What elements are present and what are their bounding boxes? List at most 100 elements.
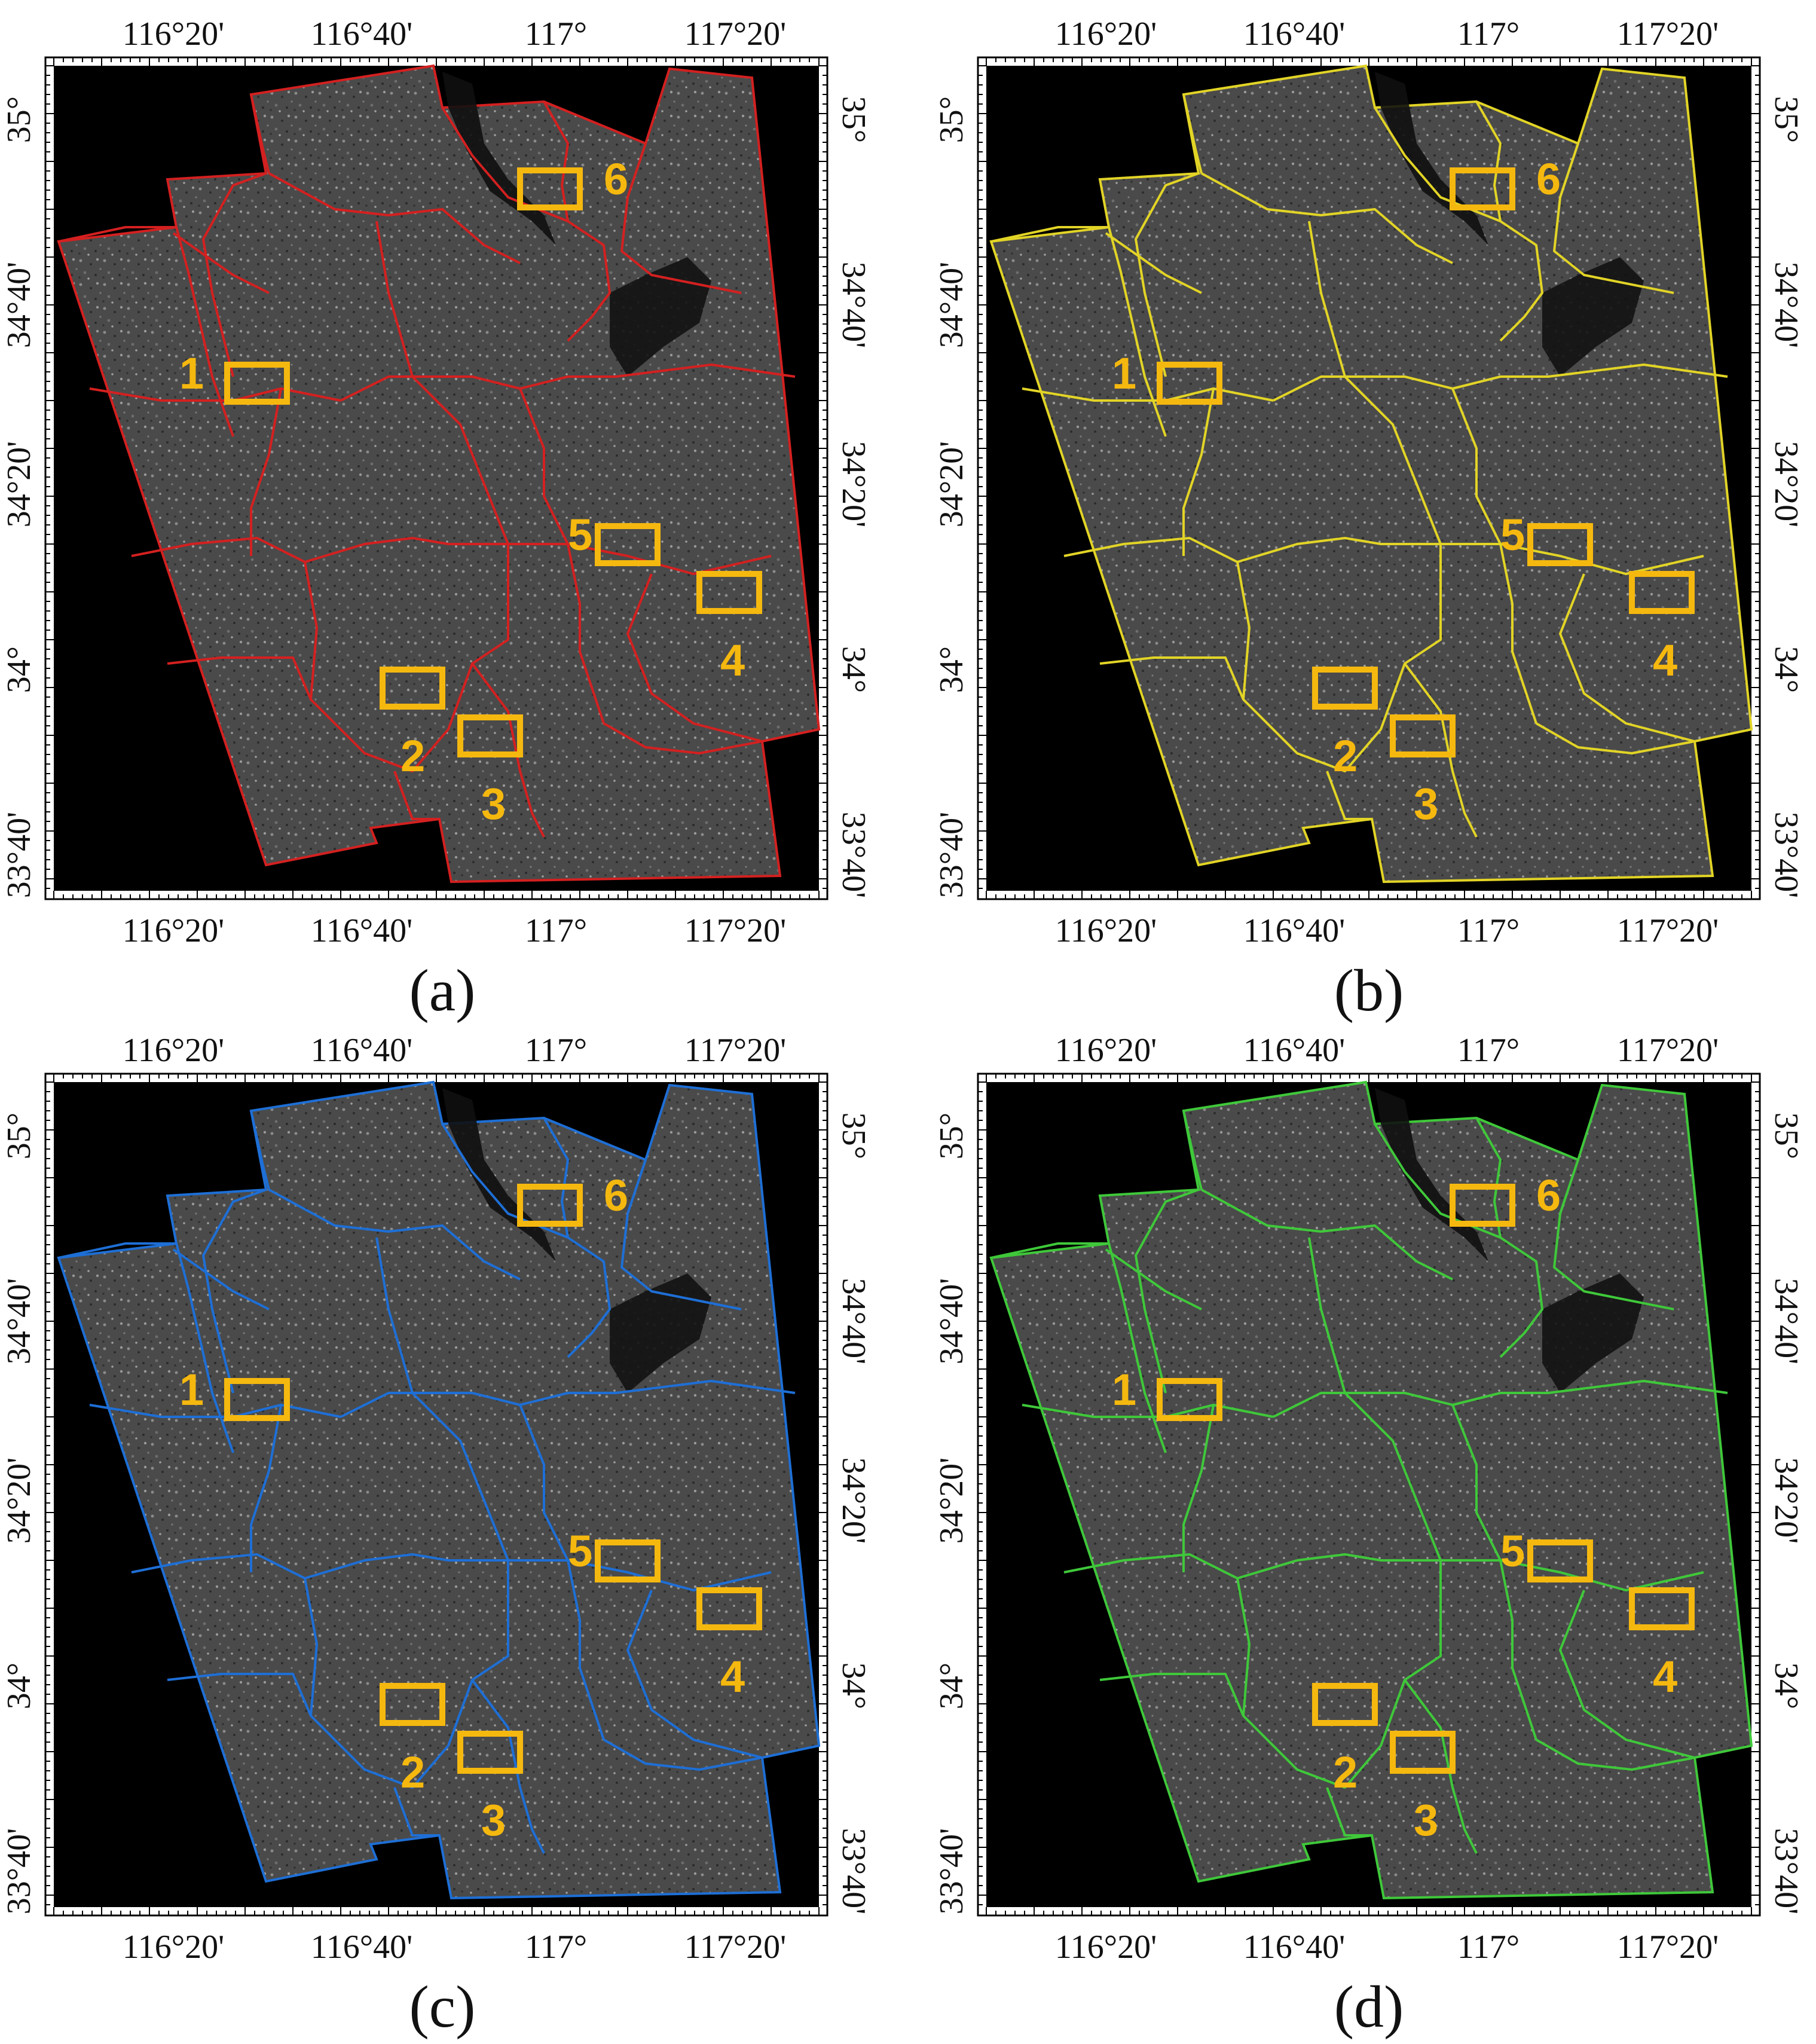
region-label-3: 3 [1414,779,1438,829]
region-box-2 [380,667,445,710]
panel-caption-b: (b) [1334,957,1404,1023]
segment-boundary [411,1392,509,1561]
segment-boundary [1236,1560,1442,1789]
longitude-label-top: 116°40' [1243,16,1345,53]
panel-caption-a: (a) [409,957,476,1023]
region-box-1 [1157,362,1222,405]
segment-boundary [131,537,305,563]
longitude-label-bottom: 116°40' [311,1929,412,1966]
segment-boundary [543,1117,569,1238]
longitude-label-top: 117° [1457,1032,1520,1069]
longitude-label-bottom: 116°20' [123,1929,224,1966]
segment-boundary [375,221,414,377]
latitude-label-left: 35° [1,1113,38,1159]
segment-boundary [175,1243,234,1453]
region-box-5 [1527,523,1593,566]
segment-boundary [567,543,605,724]
region-box-1 [224,1378,290,1421]
segment-boundary [519,388,569,545]
longitude-label-bottom: 117°20' [684,912,786,949]
segment-boundary [1236,544,1442,772]
segment-boundary [268,1188,521,1281]
segment-boundary [1441,1559,1704,1591]
panel-caption-d: (d) [1334,1973,1404,2040]
lake [610,257,711,377]
latitude-label-left: 34°40' [933,1278,970,1364]
latitude-label-right: 34°20' [835,441,872,527]
segment-boundary [411,375,509,545]
region-label-1: 1 [1112,349,1136,398]
longitude-label-bottom: 117°20' [684,1929,786,1966]
region-label-5: 5 [1500,1526,1525,1576]
segment-boundary [567,1560,605,1740]
segment-boundary [626,1590,763,1759]
longitude-label-top: 117°20' [684,16,786,53]
segment-boundary [1201,172,1453,264]
segment-boundary [1499,543,1537,724]
segment-boundary [1441,543,1704,575]
segment-boundary [620,143,742,294]
segment-boundary [990,1242,1109,1259]
longitude-label-top: 116°20' [1055,16,1157,53]
region-box-2 [1312,1683,1378,1726]
map-panel-a: 1 2 3 4 5 6 116°20' 116°20' 116°40' 116°40' 117° 11… [1,16,872,1023]
region-box-6 [517,1184,583,1227]
longitude-label-bottom: 116°40' [1243,1929,1345,1966]
longitude-label-top: 116°20' [123,1032,224,1069]
region-box-1 [224,362,290,405]
segment-boundary [304,1553,508,1579]
segment-boundary [1559,573,1695,743]
segment-boundary [1326,771,1372,820]
segment-boundary [1099,1673,1245,1716]
segment-boundary [1404,662,1478,838]
segment-boundary [1553,143,1674,294]
segment-boundary [1063,537,1238,563]
latitude-label-left: 34° [933,646,970,693]
segment-boundary [1451,388,1502,545]
region-box-5 [595,523,661,566]
segment-boundary [1475,1117,1502,1238]
latitude-label-right: 34°20' [835,1458,872,1544]
segment-boundary [175,227,234,437]
segment-boundary [1182,1404,1215,1572]
segment-boundary [1308,1237,1346,1394]
region-label-1: 1 [179,349,204,398]
longitude-label-top: 117°20' [684,1032,786,1069]
region-label-6: 6 [604,154,628,204]
segment-boundary [1237,1553,1441,1579]
segment-boundary [519,1404,569,1561]
region-label-2: 2 [1333,1747,1358,1797]
segment-boundary [1182,94,1203,174]
segment-boundary [304,1560,509,1789]
region-box-3 [457,1731,523,1774]
region-label-6: 6 [604,1171,628,1220]
region-box-5 [595,1539,661,1582]
map-panel-d: 1 2 3 4 5 6 116°20' 116°20' 116°40' 116°40' 117° 11… [933,1032,1805,2040]
region-box-1 [1157,1378,1222,1421]
region-label-5: 5 [568,1526,592,1576]
latitude-label-left: 34°40' [933,262,970,348]
segment-boundary [131,1553,305,1579]
segment-boundary [603,1739,763,1771]
segment-boundary [1099,656,1245,700]
segment-boundary [1326,1787,1372,1837]
region-label-3: 3 [481,779,506,829]
longitude-label-bottom: 116°20' [1055,912,1157,949]
latitude-label-right: 34° [835,646,872,693]
segment-boundary [626,573,763,743]
region-label-1: 1 [1112,1365,1136,1414]
segment-boundary [1135,172,1199,377]
lake [1542,257,1644,377]
longitude-label-bottom: 116°40' [311,912,412,949]
segment-boundary [1182,1110,1203,1190]
segment-boundary [58,226,176,243]
longitude-label-bottom: 117°20' [1617,1929,1719,1966]
segment-boundary [250,1404,282,1572]
segment-boundary [393,771,439,820]
segment-boundary [250,94,270,174]
latitude-label-left: 34°20' [933,1458,970,1544]
segment-boundary [268,172,521,264]
latitude-label-right: 34°40' [1768,262,1805,348]
region-box-6 [1450,1184,1515,1227]
